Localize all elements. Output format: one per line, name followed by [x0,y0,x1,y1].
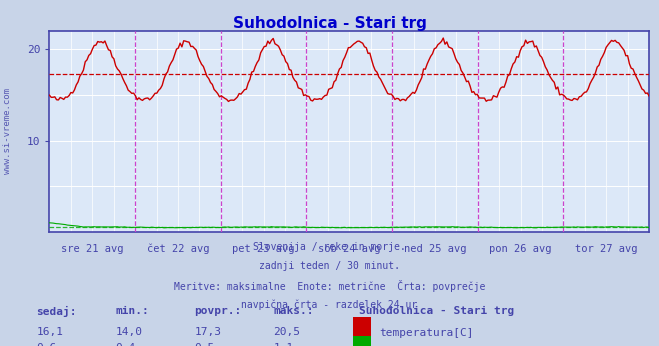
Text: sob 24 avg: sob 24 avg [318,244,380,254]
Text: 14,0: 14,0 [115,327,142,337]
Text: zadnji teden / 30 minut.: zadnji teden / 30 minut. [259,261,400,271]
Text: Slovenija / reke in morje.: Slovenija / reke in morje. [253,242,406,252]
Text: Suhodolnica - Stari trg: Suhodolnica - Stari trg [359,306,515,316]
Text: pet 23 avg: pet 23 avg [233,244,295,254]
Text: čet 22 avg: čet 22 avg [147,244,209,254]
Text: 1,1: 1,1 [273,343,294,346]
Text: maks.:: maks.: [273,306,314,316]
Text: 20,5: 20,5 [273,327,301,337]
Text: tor 27 avg: tor 27 avg [575,244,637,254]
Text: ned 25 avg: ned 25 avg [404,244,466,254]
Text: navpična črta - razdelek 24 ur: navpična črta - razdelek 24 ur [241,299,418,310]
Text: temperatura[C]: temperatura[C] [379,328,473,338]
Text: min.:: min.: [115,306,149,316]
Text: pon 26 avg: pon 26 avg [490,244,552,254]
Text: sedaj:: sedaj: [36,306,76,317]
Text: 0,5: 0,5 [194,343,215,346]
Text: Suhodolnica - Stari trg: Suhodolnica - Stari trg [233,16,426,30]
Text: 0,6: 0,6 [36,343,57,346]
Text: 0,4: 0,4 [115,343,136,346]
Text: www.si-vreme.com: www.si-vreme.com [3,89,13,174]
Text: 16,1: 16,1 [36,327,63,337]
Text: Meritve: maksimalne  Enote: metrične  Črta: povprečje: Meritve: maksimalne Enote: metrične Črta… [174,280,485,292]
Text: 17,3: 17,3 [194,327,221,337]
Text: sre 21 avg: sre 21 avg [61,244,123,254]
Text: povpr.:: povpr.: [194,306,242,316]
